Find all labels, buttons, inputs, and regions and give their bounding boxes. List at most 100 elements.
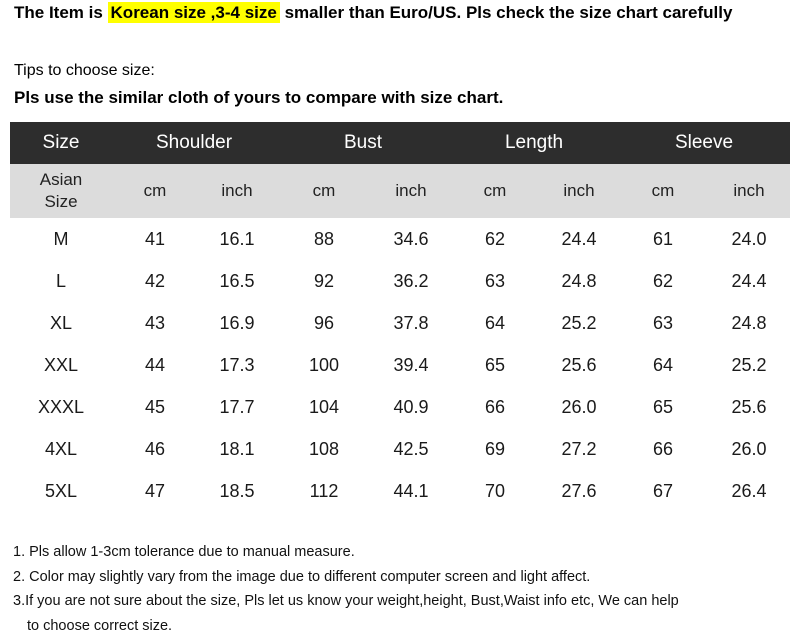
value-cell: 66 [618, 428, 708, 470]
header-shoulder: Shoulder [112, 122, 276, 164]
value-cell: 44 [112, 344, 198, 386]
table-header-row: Size Shoulder Bust Length Sleeve [10, 122, 790, 164]
table-unit-row: Asian Size cm inch cm inch cm inch cm in… [10, 164, 790, 218]
unit-cell: cm [450, 164, 540, 218]
value-cell: 25.2 [708, 344, 790, 386]
value-cell: 92 [276, 260, 372, 302]
value-cell: 42 [112, 260, 198, 302]
value-cell: 34.6 [372, 218, 450, 260]
value-cell: 25.2 [540, 302, 618, 344]
value-cell: 24.8 [540, 260, 618, 302]
value-cell: 96 [276, 302, 372, 344]
header-length: Length [450, 122, 618, 164]
value-cell: 40.9 [372, 386, 450, 428]
unit-cell: inch [198, 164, 276, 218]
unit-cell: inch [372, 164, 450, 218]
asian-size-label: Asian Size [10, 164, 112, 218]
value-cell: 43 [112, 302, 198, 344]
size-cell: XXXL [10, 386, 112, 428]
value-cell: 37.8 [372, 302, 450, 344]
value-cell: 16.9 [198, 302, 276, 344]
tips-label: Tips to choose size: [14, 62, 155, 80]
value-cell: 88 [276, 218, 372, 260]
size-cell: L [10, 260, 112, 302]
table-row: XXXL 45 17.7 104 40.9 66 26.0 65 25.6 [10, 386, 790, 428]
table-row: 5XL 47 18.5 112 44.1 70 27.6 67 26.4 [10, 470, 790, 512]
value-cell: 36.2 [372, 260, 450, 302]
size-cell: 4XL [10, 428, 112, 470]
value-cell: 61 [618, 218, 708, 260]
value-cell: 62 [618, 260, 708, 302]
value-cell: 67 [618, 470, 708, 512]
asian-line-2: Size [44, 192, 77, 211]
value-cell: 62 [450, 218, 540, 260]
value-cell: 100 [276, 344, 372, 386]
value-cell: 18.5 [198, 470, 276, 512]
value-cell: 24.0 [708, 218, 790, 260]
value-cell: 27.6 [540, 470, 618, 512]
header-size: Size [10, 122, 112, 164]
note-item: 3.If you are not sure about the size, Pl… [13, 589, 679, 614]
unit-cell: inch [540, 164, 618, 218]
size-cell: XL [10, 302, 112, 344]
value-cell: 25.6 [708, 386, 790, 428]
value-cell: 24.4 [708, 260, 790, 302]
value-cell: 64 [450, 302, 540, 344]
value-cell: 66 [450, 386, 540, 428]
value-cell: 63 [618, 302, 708, 344]
unit-cell: cm [618, 164, 708, 218]
value-cell: 16.5 [198, 260, 276, 302]
header-bust: Bust [276, 122, 450, 164]
table-row: L 42 16.5 92 36.2 63 24.8 62 24.4 [10, 260, 790, 302]
value-cell: 26.0 [708, 428, 790, 470]
value-cell: 46 [112, 428, 198, 470]
value-cell: 24.8 [708, 302, 790, 344]
value-cell: 26.0 [540, 386, 618, 428]
note-item: 1. Pls allow 1-3cm tolerance due to manu… [13, 540, 679, 565]
note-item: to choose correct size. [13, 614, 679, 638]
value-cell: 18.1 [198, 428, 276, 470]
notes-list: 1. Pls allow 1-3cm tolerance due to manu… [13, 540, 679, 638]
table-row: 4XL 46 18.1 108 42.5 69 27.2 66 26.0 [10, 428, 790, 470]
size-cell: 5XL [10, 470, 112, 512]
size-chart-table: Size Shoulder Bust Length Sleeve Asian S… [10, 122, 790, 512]
value-cell: 65 [450, 344, 540, 386]
value-cell: 112 [276, 470, 372, 512]
value-cell: 69 [450, 428, 540, 470]
header-sleeve: Sleeve [618, 122, 790, 164]
banner-suffix: smaller than Euro/US. Pls check the size… [280, 3, 733, 22]
value-cell: 39.4 [372, 344, 450, 386]
value-cell: 47 [112, 470, 198, 512]
unit-cell: cm [112, 164, 198, 218]
value-cell: 17.7 [198, 386, 276, 428]
value-cell: 63 [450, 260, 540, 302]
value-cell: 45 [112, 386, 198, 428]
table-row: XXL 44 17.3 100 39.4 65 25.6 64 25.2 [10, 344, 790, 386]
size-cell: XXL [10, 344, 112, 386]
note-item: 2. Color may slightly vary from the imag… [13, 565, 679, 590]
value-cell: 41 [112, 218, 198, 260]
unit-cell: inch [708, 164, 790, 218]
value-cell: 26.4 [708, 470, 790, 512]
table-row: M 41 16.1 88 34.6 62 24.4 61 24.0 [10, 218, 790, 260]
value-cell: 65 [618, 386, 708, 428]
banner-prefix: The Item is [14, 3, 108, 22]
asian-line-1: Asian [40, 170, 83, 189]
size-cell: M [10, 218, 112, 260]
value-cell: 44.1 [372, 470, 450, 512]
value-cell: 25.6 [540, 344, 618, 386]
value-cell: 16.1 [198, 218, 276, 260]
value-cell: 17.3 [198, 344, 276, 386]
unit-cell: cm [276, 164, 372, 218]
value-cell: 24.4 [540, 218, 618, 260]
tips-instruction: Pls use the similar cloth of yours to co… [14, 88, 503, 108]
value-cell: 104 [276, 386, 372, 428]
value-cell: 108 [276, 428, 372, 470]
banner-highlight: Korean size ,3-4 size [108, 2, 280, 23]
value-cell: 27.2 [540, 428, 618, 470]
value-cell: 64 [618, 344, 708, 386]
table-row: XL 43 16.9 96 37.8 64 25.2 63 24.8 [10, 302, 790, 344]
size-warning-banner: The Item is Korean size ,3-4 size smalle… [14, 0, 732, 26]
value-cell: 42.5 [372, 428, 450, 470]
value-cell: 70 [450, 470, 540, 512]
